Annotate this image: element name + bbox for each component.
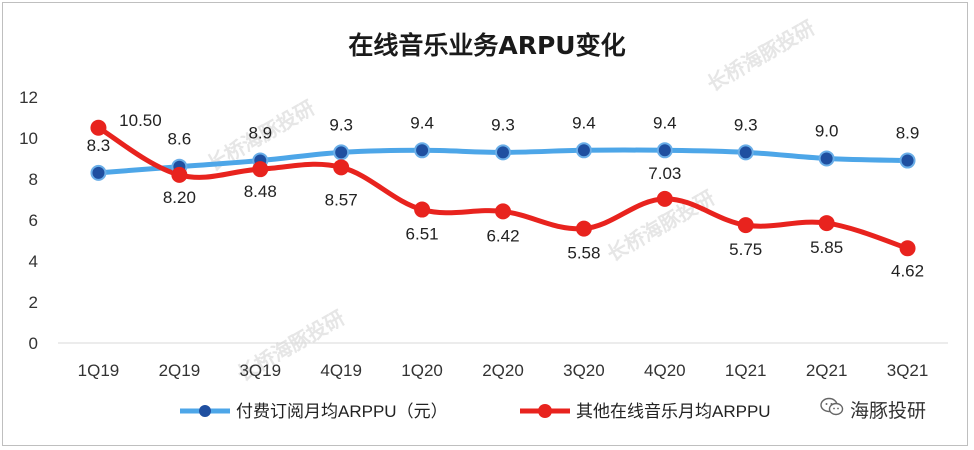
chart-title: 在线音乐业务ARPU变化 [348,31,626,60]
data-label: 5.75 [729,240,762,259]
data-label: 8.9 [896,124,920,143]
data-point [737,217,754,234]
x-tick-label: 4Q19 [320,361,362,380]
y-tick-label: 6 [29,211,38,230]
legend-marker [199,405,211,417]
data-point [737,144,754,161]
data-point [414,201,431,218]
data-label: 5.58 [567,244,600,263]
legend-label: 其他在线音乐月均ARPPU [576,402,771,421]
data-label: 9.4 [410,113,434,132]
data-label: 8.3 [87,136,111,155]
data-point [171,166,188,183]
data-label: 9.4 [572,113,596,132]
x-tick-label: 1Q19 [78,361,120,380]
data-point [575,220,592,237]
x-tick-label: 2Q20 [482,361,524,380]
y-tick-label: 10 [19,129,38,148]
wechat-icon [820,397,844,422]
y-tick-label: 12 [19,88,38,107]
x-tick-label: 1Q21 [725,361,767,380]
x-tick-label: 2Q19 [159,361,201,380]
x-tick-label: 1Q20 [401,361,443,380]
data-point [252,161,269,178]
data-label: 4.62 [891,261,924,280]
x-tick-label: 3Q21 [887,361,929,380]
data-label: 9.3 [329,115,353,134]
data-label: 8.48 [244,182,277,201]
brand-name: 海豚投研 [850,400,927,422]
data-point [656,190,673,207]
data-label: 8.20 [163,188,196,207]
brand: 海豚投研 [820,396,926,423]
x-tick-label: 3Q20 [563,361,605,380]
data-label: 9.0 [815,122,839,141]
data-point [414,142,431,159]
data-label: 8.57 [325,190,358,209]
y-tick-label: 4 [29,252,38,271]
data-point [333,144,350,161]
data-label: 7.03 [648,164,681,183]
data-label: 9.4 [653,113,677,132]
data-point [90,164,107,181]
data-point [899,152,916,169]
data-point [495,144,511,161]
legend-label: 付费订阅月均ARPPU（元） [236,402,448,421]
y-tick-label: 8 [29,170,38,189]
y-tick-label: 0 [29,334,38,353]
data-label: 10.50 [119,111,162,130]
data-point [899,240,916,257]
data-point [818,150,835,167]
data-label: 8.6 [168,130,192,149]
data-label: 6.51 [406,225,439,244]
data-point [656,142,673,159]
data-label: 9.3 [734,115,758,134]
y-tick-label: 2 [29,293,38,312]
legend-marker [538,404,552,418]
x-tick-label: 2Q21 [806,361,848,380]
data-label: 6.42 [486,226,519,245]
data-point [818,215,835,232]
data-point [333,159,350,176]
x-tick-label: 4Q20 [644,361,686,380]
x-tick-label: 3Q19 [239,361,281,380]
data-label: 8.9 [248,124,272,143]
data-point [495,203,511,220]
data-label: 5.85 [810,238,843,257]
data-point [575,142,592,159]
data-point [90,119,107,136]
data-label: 9.3 [491,115,515,134]
